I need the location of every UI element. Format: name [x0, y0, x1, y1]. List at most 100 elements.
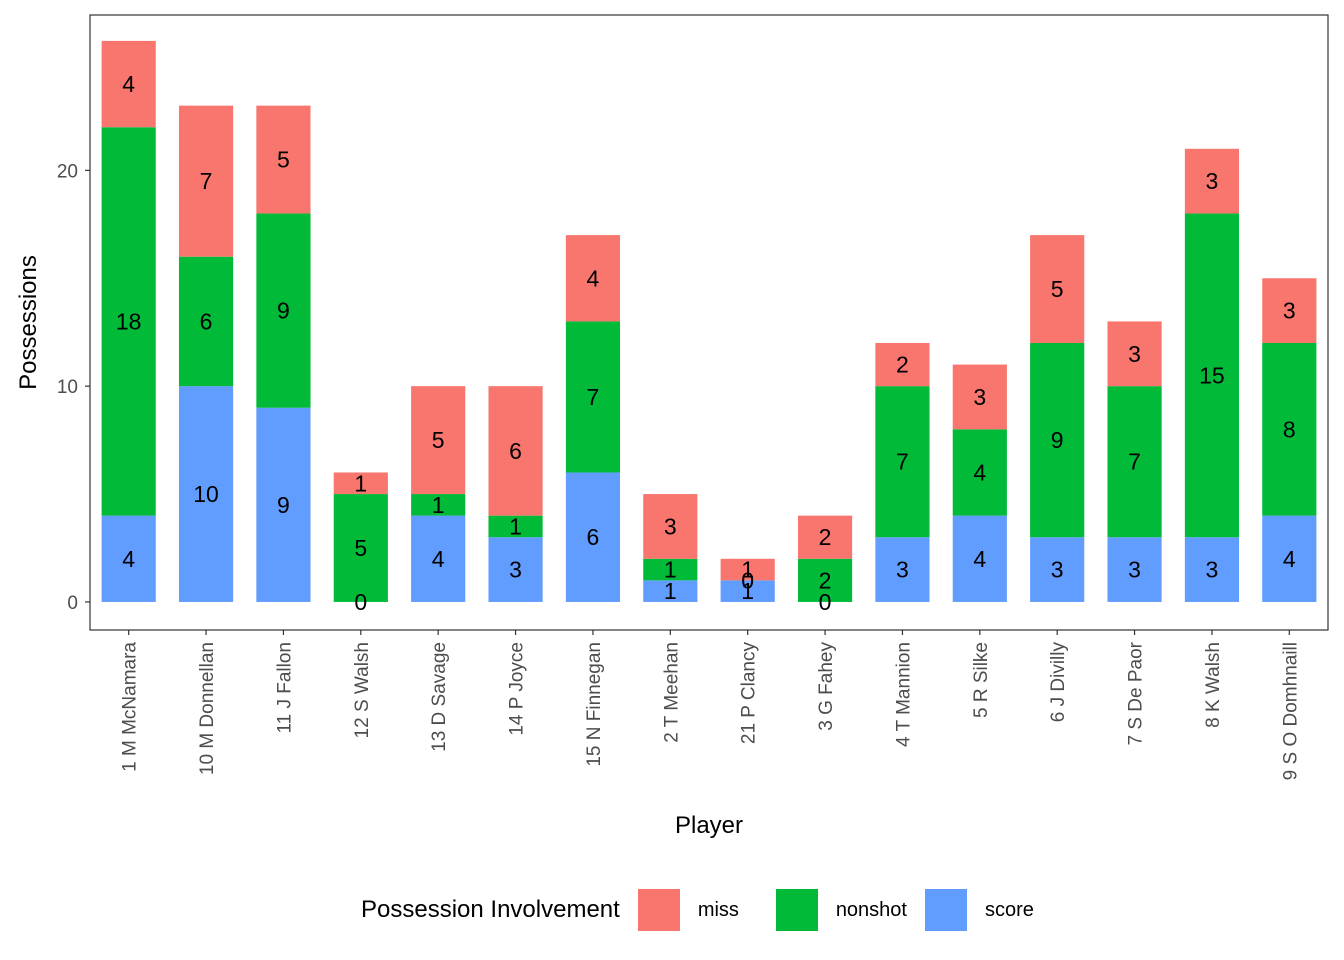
data-label-score: 4 [122, 546, 135, 572]
data-label-score: 3 [1128, 557, 1141, 583]
x-tick-label: 1 M McNamara [120, 642, 141, 772]
bar-miss [952, 364, 1007, 430]
bar-score [952, 515, 1007, 602]
y-axis-title: Possessions [15, 255, 42, 390]
x-tick-label: 10 M Donnellan [197, 642, 218, 775]
bar-nonshot [1030, 343, 1085, 538]
bar-score [875, 537, 930, 602]
data-label-miss: 7 [200, 168, 213, 194]
bar-miss [1030, 235, 1085, 343]
bar-nonshot [1262, 343, 1317, 516]
legend-swatch-nonshot [775, 889, 818, 931]
data-label-miss: 5 [1051, 276, 1064, 302]
bar-miss [178, 105, 234, 257]
bar-miss [643, 494, 698, 559]
data-label-nonshot: 2 [819, 567, 832, 593]
bar-nonshot [797, 558, 853, 602]
y-tick-label: 10 [57, 377, 78, 398]
x-tick-label: 8 K Walsh [1203, 642, 1224, 728]
data-label-miss: 1 [354, 470, 367, 496]
x-tick-label: 21 P Clancy [739, 642, 760, 745]
stacked-bar-chart: 4184106799505141531667411310102237244339… [15, 14, 1329, 839]
data-label-score: 1 [664, 578, 677, 604]
x-tick-label: 2 T Meehan [661, 642, 682, 743]
legend-item-miss: miss [637, 889, 758, 931]
bar-nonshot [565, 321, 621, 473]
legend-label-nonshot: nonshot [835, 898, 907, 921]
x-axis-title: Player [675, 812, 743, 839]
bar-miss [411, 386, 466, 495]
data-label-miss: 3 [1283, 298, 1296, 324]
x-tick-label: 6 J Divilly [1048, 642, 1069, 723]
bar-miss [101, 40, 156, 128]
bar-score [488, 537, 543, 602]
bar-miss [565, 235, 621, 322]
bar-nonshot [178, 256, 234, 387]
bar-miss [797, 515, 853, 559]
data-label-miss: 5 [277, 147, 290, 173]
data-label-nonshot: 7 [1128, 449, 1141, 475]
x-tick-label: 9 S O Domhnaill [1280, 642, 1301, 780]
plot-border [89, 14, 1329, 631]
data-label-nonshot: 7 [896, 449, 909, 475]
data-label-nonshot: 1 [509, 513, 522, 539]
data-label-miss: 3 [1128, 341, 1141, 367]
data-label-nonshot: 8 [1283, 416, 1296, 442]
bar-nonshot [1184, 213, 1240, 538]
bar-miss [488, 386, 543, 516]
bar-score [643, 580, 698, 602]
bar-miss [1184, 148, 1240, 214]
data-label-miss: 3 [664, 513, 677, 539]
data-label-score: 3 [1051, 557, 1064, 583]
bar-score [565, 472, 621, 602]
legend: Possession Involvement miss nonshot scor… [0, 880, 1344, 940]
bar-miss [256, 105, 311, 214]
bar-nonshot [101, 127, 156, 516]
data-label-miss: 6 [509, 438, 522, 464]
data-label-score: 3 [1206, 557, 1219, 583]
data-label-score: 4 [1283, 546, 1296, 572]
bar-nonshot [643, 558, 698, 581]
data-label-nonshot: 18 [116, 308, 142, 334]
data-label-score: 10 [193, 481, 219, 507]
x-tick-label: 13 D Savage [429, 642, 450, 752]
data-label-score: 3 [509, 557, 522, 583]
bar-nonshot [952, 429, 1007, 516]
x-tick-label: 15 N Finnegan [584, 642, 605, 767]
bar-nonshot [333, 494, 388, 602]
data-label-score: 6 [587, 524, 600, 550]
bar-score [256, 407, 311, 602]
x-tick-label: 12 S Walsh [352, 642, 373, 738]
data-label-miss: 2 [896, 352, 909, 378]
data-label-nonshot: 7 [587, 384, 600, 410]
data-label-miss: 1 [741, 557, 754, 583]
legend-swatch-miss [637, 889, 680, 931]
data-label-score: 4 [973, 546, 986, 572]
bar-nonshot [256, 213, 311, 408]
bar-score [1262, 515, 1317, 602]
bar-score [178, 386, 234, 602]
data-label-nonshot: 15 [1199, 362, 1225, 388]
data-label-miss: 4 [587, 265, 600, 291]
bar-nonshot [1107, 386, 1162, 538]
legend-title: Possession Involvement [361, 896, 620, 923]
x-tick-label: 11 J Fallon [274, 642, 295, 734]
bar-miss [333, 472, 388, 495]
bar-score [1030, 537, 1085, 602]
legend-item-nonshot: nonshot [775, 889, 907, 931]
y-tick-label: 20 [57, 161, 78, 182]
data-label-nonshot: 9 [277, 298, 290, 324]
data-label-score: 4 [432, 546, 445, 572]
bar-miss [875, 343, 930, 387]
legend-swatch-score [924, 889, 967, 931]
x-tick-label: 14 P Joyce [507, 642, 528, 736]
x-tick-label: 7 S De Paor [1126, 641, 1147, 745]
data-label-miss: 3 [1206, 168, 1219, 194]
x-tick-label: 5 R Silke [971, 642, 992, 718]
bar-score [101, 515, 156, 602]
x-tick-label: 4 T Mannion [893, 642, 914, 747]
bar-nonshot [411, 494, 466, 516]
data-label-miss: 5 [432, 427, 445, 453]
bar-miss [720, 558, 775, 581]
legend-label-miss: miss [697, 898, 739, 921]
